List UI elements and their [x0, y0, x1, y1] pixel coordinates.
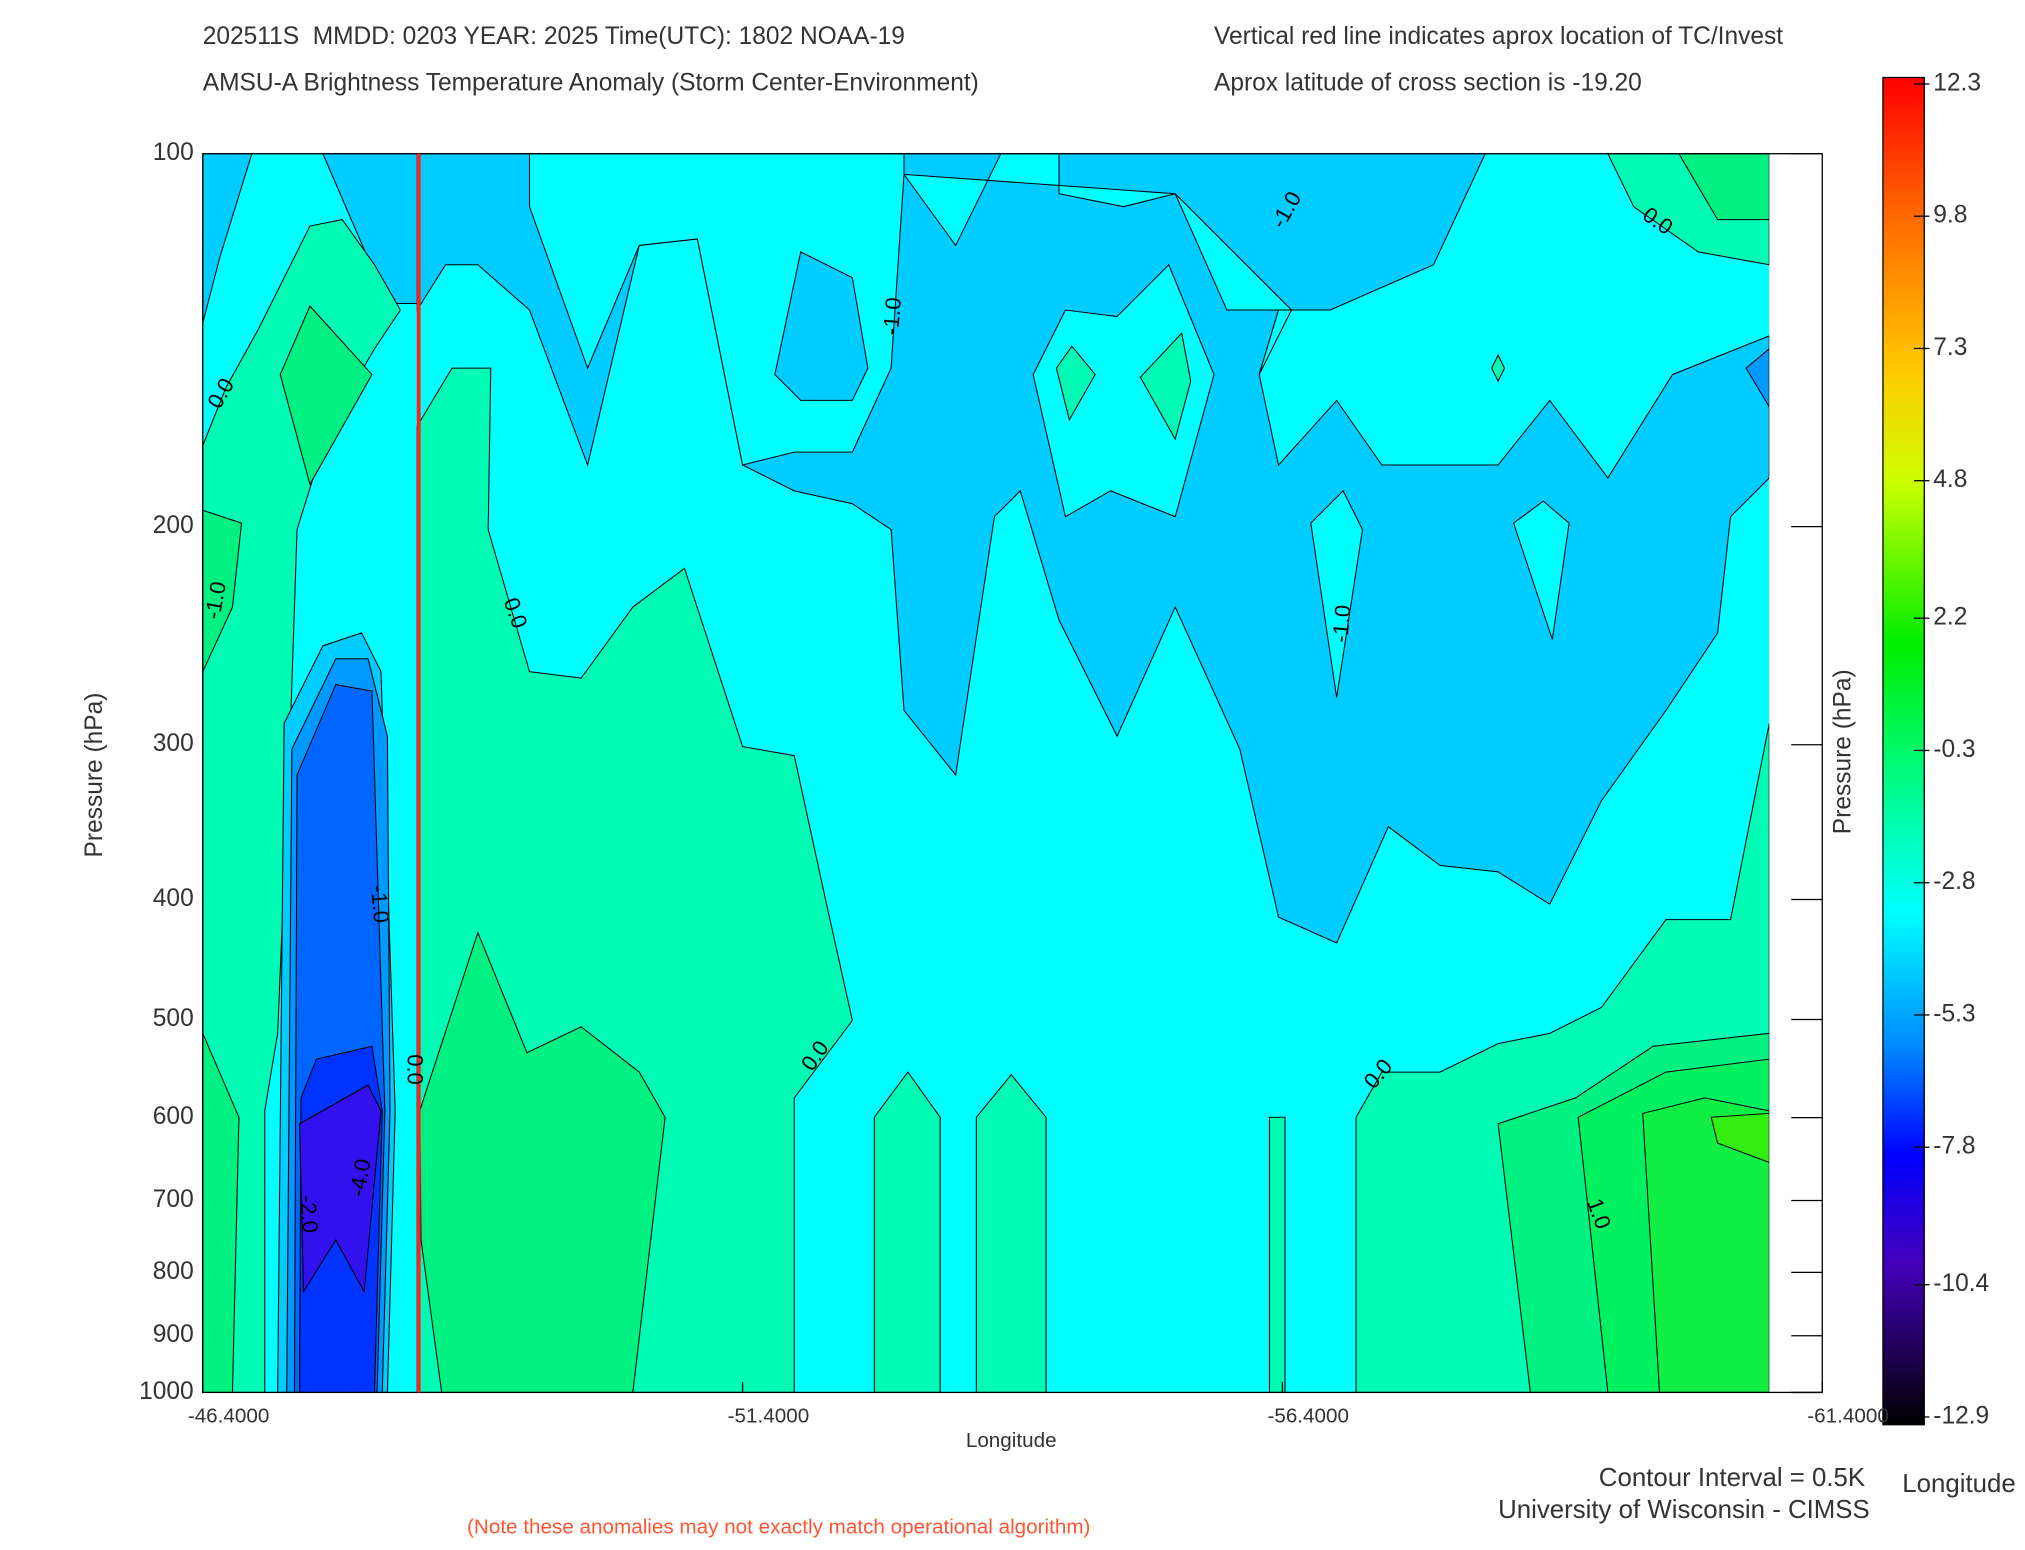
annotation: Vertical red line indicates aprox locati… [1214, 23, 1783, 50]
y-tick-label: 400 [153, 885, 194, 912]
contour-region [774, 251, 869, 401]
y-axis-label: Pressure (hPa) [81, 693, 108, 858]
contour-region [1032, 263, 1215, 518]
contour-label: 0.0 [402, 1054, 427, 1085]
contour-region [1139, 332, 1192, 441]
y-tick-label: 200 [153, 512, 194, 539]
contour-region [1512, 500, 1570, 640]
y-tick-label: 900 [153, 1321, 194, 1348]
colorbar-label: Longitude [1902, 1470, 2015, 1498]
contour-region [1055, 345, 1096, 422]
contour-label: -2.0 [295, 1194, 323, 1234]
footer: University of Wisconsin - CIMSS [1498, 1496, 1870, 1524]
contour-field [202, 153, 1823, 1394]
colorbar-tick-label: 7.3 [1933, 334, 1967, 361]
contour-region [1268, 1116, 1286, 1393]
colorbar-tick-label: 4.8 [1933, 466, 1967, 493]
footer: Contour Interval = 0.5K [1599, 1464, 1865, 1492]
contour-region [873, 1071, 941, 1393]
plot-frame [202, 153, 1823, 1394]
colorbar-tick-label: -7.8 [1933, 1133, 1975, 1160]
y-tick-label: 600 [153, 1103, 194, 1130]
contour-label: -1.0 [1327, 604, 1355, 644]
x-axis-label: Longitude [966, 1429, 1057, 1452]
note: (Note these anomalies may not exactly ma… [467, 1515, 1090, 1538]
colorbar-tick-label: 12.3 [1933, 69, 1981, 96]
contour-region [975, 1073, 1047, 1393]
y-tick-label: 1000 [139, 1378, 194, 1405]
colorbar-tick-label: -10.4 [1933, 1270, 1989, 1297]
contour-label: -1.0 [366, 884, 394, 924]
y-tick-label: 500 [153, 1005, 194, 1032]
x-tick-label: -61.4000 [1807, 1404, 1889, 1427]
colorbar-tick-label: 2.2 [1933, 604, 1967, 631]
annotation: Aprox latitude of cross section is -19.2… [1214, 69, 1642, 96]
x-tick-label: -46.4000 [188, 1404, 270, 1427]
contour-region [279, 305, 373, 486]
y2-axis-label: Pressure (hPa) [1830, 669, 1857, 834]
contour-region [299, 1084, 382, 1294]
y-tick-label: 800 [153, 1258, 194, 1285]
y-tick-label: 300 [153, 730, 194, 757]
contour-region [1491, 354, 1506, 383]
colorbar-tick-label: -5.3 [1933, 1000, 1975, 1027]
title: 202511S MMDD: 0203 YEAR: 2025 Time(UTC):… [203, 23, 905, 50]
colorbar-tick-label: -12.9 [1933, 1402, 1989, 1429]
contour-label: -1.0 [878, 296, 906, 336]
x-tick-label: -51.4000 [728, 1404, 810, 1427]
x-tick-label: -56.4000 [1267, 1404, 1349, 1427]
contour-region [1310, 489, 1364, 698]
colorbar-tick-label: -2.8 [1933, 868, 1975, 895]
y-tick-label: 700 [153, 1186, 194, 1213]
colorbar-tick-label: 9.8 [1933, 202, 1967, 229]
subtitle: AMSU-A Brightness Temperature Anomaly (S… [203, 69, 979, 96]
y-tick-label: 100 [153, 139, 194, 166]
colorbar-tick-label: -0.3 [1933, 736, 1975, 763]
plot-background [1769, 153, 1823, 1393]
